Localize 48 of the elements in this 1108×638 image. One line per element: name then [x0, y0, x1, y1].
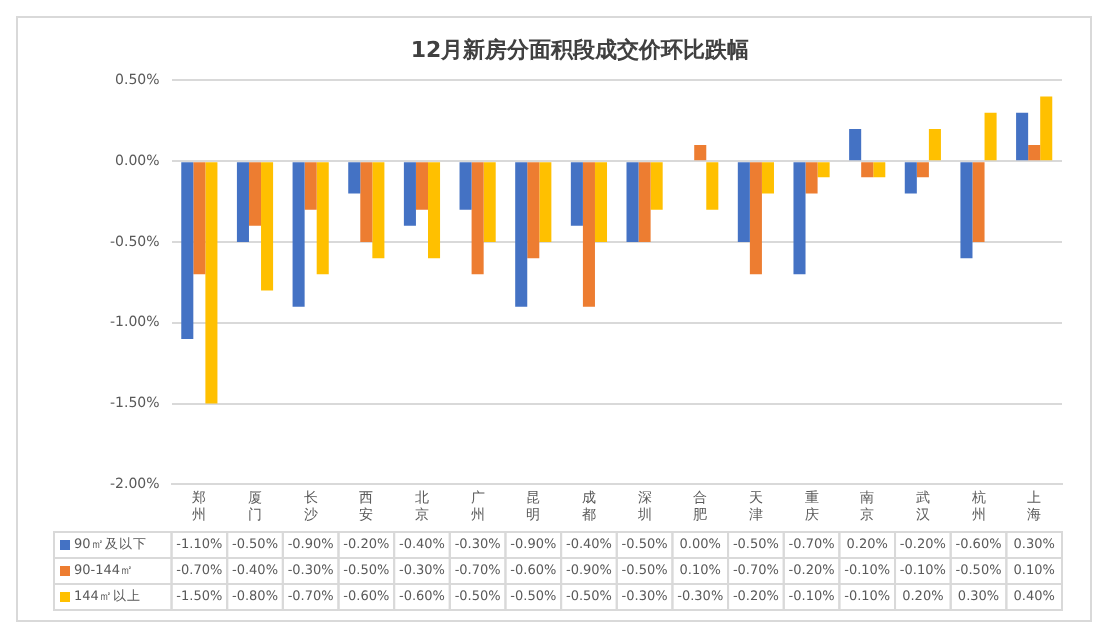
bar	[984, 112, 997, 161]
bar	[650, 162, 663, 210]
bar	[972, 162, 985, 242]
bar	[483, 162, 496, 242]
bar	[873, 162, 886, 178]
chart-title: 12月新房分面积段成交价环比跌幅	[410, 36, 750, 63]
bar	[261, 162, 274, 291]
bar	[594, 162, 608, 242]
bar	[761, 162, 774, 194]
bar	[193, 162, 206, 275]
bar	[626, 162, 639, 242]
bar	[1040, 96, 1053, 161]
bar	[372, 162, 385, 259]
bar	[527, 162, 540, 259]
bar	[248, 162, 262, 226]
bar	[205, 162, 218, 404]
bar	[805, 162, 818, 194]
bar	[861, 162, 874, 178]
bar	[428, 162, 441, 259]
bar	[706, 162, 719, 210]
bar	[471, 162, 484, 275]
bar	[181, 162, 194, 339]
bar	[904, 162, 917, 194]
bar	[638, 162, 651, 242]
bar	[849, 128, 862, 161]
bar	[1028, 145, 1041, 161]
bar	[360, 162, 373, 242]
bar	[928, 128, 941, 161]
bar	[515, 162, 528, 307]
bar	[694, 145, 707, 161]
bar	[459, 162, 472, 210]
bar	[304, 162, 317, 210]
bar	[1016, 112, 1029, 161]
bar	[415, 162, 428, 210]
bar	[348, 162, 361, 194]
bar	[570, 162, 583, 226]
bar	[749, 162, 762, 275]
bar	[817, 162, 830, 178]
bar	[916, 162, 929, 178]
bar	[403, 162, 416, 226]
bar	[737, 162, 750, 242]
bar	[960, 162, 973, 259]
bar	[316, 162, 329, 275]
bar	[539, 162, 552, 242]
bar	[292, 162, 305, 307]
bar	[793, 162, 806, 275]
bar	[582, 162, 595, 307]
bar	[236, 162, 249, 242]
